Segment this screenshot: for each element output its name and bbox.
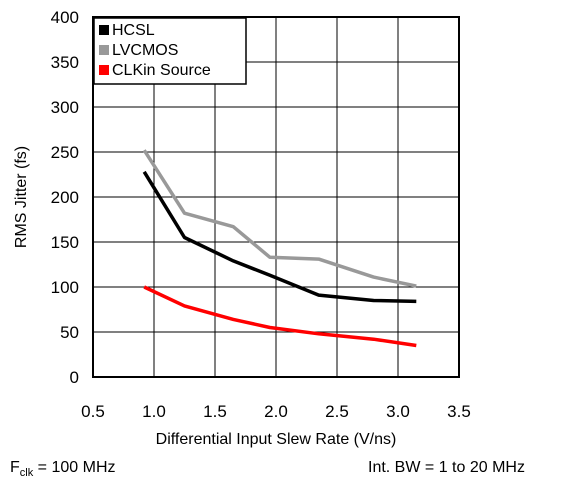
legend-swatch bbox=[99, 25, 109, 35]
y-tick-labels: 0 50 100 150 200 250 300 350 400 bbox=[51, 8, 79, 387]
series-line-hcsl bbox=[142, 170, 417, 304]
bandwidth-note: Int. BW = 1 to 20 MHz bbox=[368, 459, 525, 477]
y-tick-label: 300 bbox=[51, 98, 79, 117]
y-tick-label: 150 bbox=[51, 233, 79, 252]
fclk-value: = 100 MHz bbox=[33, 459, 116, 476]
fclk-subscript: clk bbox=[19, 467, 34, 480]
x-tick-labels: 0.5 1.0 1.5 2.0 2.5 3.0 3.5 bbox=[81, 402, 471, 421]
x-tick-label: 2.0 bbox=[264, 402, 288, 421]
bandwidth-text: Int. BW = 1 to 20 MHz bbox=[368, 459, 525, 476]
legend-swatch bbox=[99, 65, 109, 75]
legend-swatch bbox=[99, 45, 109, 55]
y-axis-label: RMS Jitter (fs) bbox=[13, 146, 30, 248]
x-axis-label: Differential Input Slew Rate (V/ns) bbox=[156, 431, 397, 448]
y-tick-label: 100 bbox=[51, 278, 79, 297]
x-tick-label: 1.0 bbox=[142, 402, 166, 421]
y-tick-label: 50 bbox=[60, 323, 79, 342]
plot-frame bbox=[92, 16, 460, 378]
legend-label: LVCMOS bbox=[112, 42, 178, 59]
y-tick-label: 250 bbox=[51, 143, 79, 162]
x-tick-label: 0.5 bbox=[81, 402, 105, 421]
y-tick-label: 200 bbox=[51, 188, 79, 207]
y-tick-label: 400 bbox=[51, 8, 79, 27]
legend-box bbox=[93, 17, 247, 85]
series-line-clkin-source bbox=[143, 285, 417, 348]
fclk-symbol: F bbox=[10, 459, 20, 476]
x-tick-label: 1.5 bbox=[203, 402, 227, 421]
x-tick-label: 3.0 bbox=[386, 402, 410, 421]
y-tick-label: 0 bbox=[70, 368, 79, 387]
legend: HCSL LVCMOS CLKin Source bbox=[93, 17, 247, 85]
y-tick-label: 350 bbox=[51, 53, 79, 72]
x-tick-label: 2.5 bbox=[325, 402, 349, 421]
legend-label: HCSL bbox=[112, 22, 155, 39]
clock-frequency-note: Fclk = 100 MHz bbox=[10, 459, 116, 479]
series-lines bbox=[142, 149, 417, 348]
legend-label: CLKin Source bbox=[112, 62, 211, 79]
x-tick-label: 3.5 bbox=[447, 402, 471, 421]
series-line-lvcmos bbox=[142, 149, 417, 288]
